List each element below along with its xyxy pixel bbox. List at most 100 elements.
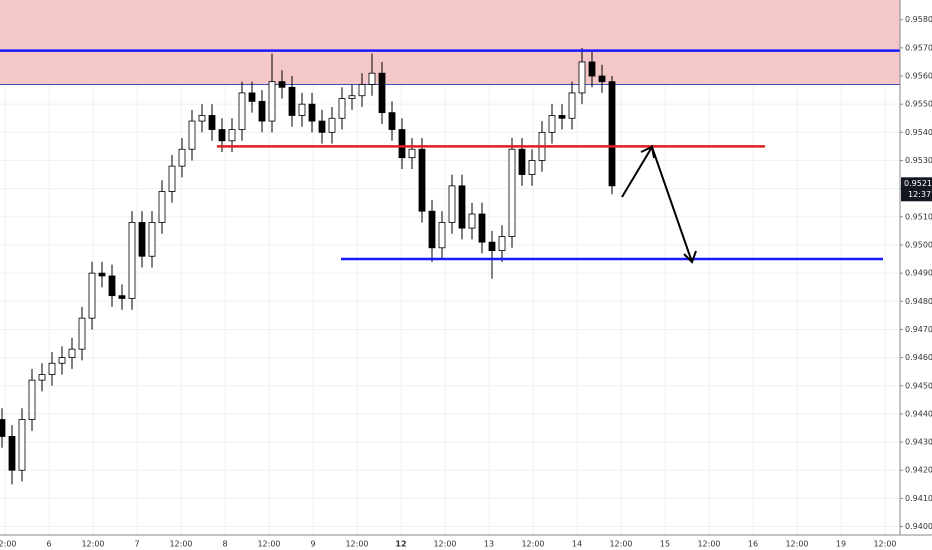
x-tick-label: 12:00 xyxy=(785,540,808,549)
x-tick-label: 15 xyxy=(660,540,670,549)
candle-body xyxy=(418,148,426,212)
candle-body xyxy=(578,61,586,94)
candle-body xyxy=(148,222,156,257)
price-tag-time: 12:37 xyxy=(908,190,931,199)
candle-body xyxy=(88,272,96,319)
candle-body xyxy=(458,185,466,229)
candle-body xyxy=(358,84,366,97)
candle-body xyxy=(278,81,286,88)
x-tick-label: 12:00 xyxy=(345,540,368,549)
x-tick-label: 12:00 xyxy=(433,540,456,549)
x-tick-label: 12:00 xyxy=(169,540,192,549)
candle-body xyxy=(208,115,216,130)
candle-body xyxy=(178,148,186,167)
candle-body xyxy=(468,213,476,229)
x-tick-label: 19 xyxy=(836,540,846,549)
x-tick-label: 13 xyxy=(484,540,494,549)
candle-body xyxy=(568,92,576,119)
candle-body xyxy=(38,374,46,381)
x-tick-label: 12:00 xyxy=(257,540,280,549)
x-tick-label: 12:00 xyxy=(609,540,632,549)
price-tag-label: 0.95219 xyxy=(904,179,932,188)
candle-body xyxy=(28,379,36,420)
x-tick-label: 12:00 xyxy=(697,540,720,549)
candle-body xyxy=(78,317,86,350)
candle-body xyxy=(268,81,276,122)
x-tick-label: 6 xyxy=(46,540,51,549)
x-tick-label: 14 xyxy=(572,540,582,549)
arrowhead xyxy=(683,250,697,264)
forecast-arrows xyxy=(621,144,697,264)
candle-body xyxy=(228,129,236,142)
candle-body xyxy=(508,148,516,237)
candle-body xyxy=(558,115,566,119)
candle-body xyxy=(388,112,396,130)
candle-body xyxy=(58,357,66,364)
candle-body xyxy=(128,222,136,299)
candle-body xyxy=(258,100,266,122)
candle-body xyxy=(448,185,456,223)
candle-body xyxy=(428,210,436,249)
x-tick-label: 9 xyxy=(310,540,315,549)
candle-body xyxy=(108,275,116,297)
candle-body xyxy=(198,115,206,122)
candle-body xyxy=(598,75,606,83)
candle-body xyxy=(528,160,536,175)
candle-body xyxy=(168,165,176,192)
candle-body xyxy=(378,72,386,114)
candle-body xyxy=(48,362,56,375)
resistance-zone xyxy=(0,0,900,85)
candle-body xyxy=(288,86,296,116)
price-tag xyxy=(901,177,932,202)
x-tick-label: 12:00 xyxy=(81,540,104,549)
candle-body xyxy=(338,98,346,119)
candle-body xyxy=(0,419,6,437)
candle-body xyxy=(368,72,376,85)
price-axis-bg xyxy=(900,0,932,550)
candle-body xyxy=(318,120,326,133)
candle-body xyxy=(398,129,406,159)
arrowhead xyxy=(640,145,655,159)
x-tick-label: 16 xyxy=(748,540,758,549)
candle-body xyxy=(328,117,336,133)
candle-body xyxy=(588,61,596,77)
x-tick-label: 7 xyxy=(134,540,139,549)
candle-body xyxy=(308,103,316,122)
candle-body xyxy=(408,148,416,159)
candle-body xyxy=(488,241,496,252)
candle-body xyxy=(8,436,16,471)
candle-body xyxy=(238,92,246,130)
x-tick-label: 12:00 xyxy=(0,540,17,549)
candle-body xyxy=(348,95,356,99)
candle-body xyxy=(18,419,26,471)
candle-body xyxy=(138,222,146,257)
candle-body xyxy=(218,129,226,142)
candle-body xyxy=(98,272,106,277)
candle-body xyxy=(548,115,556,133)
x-tick-label: 12 xyxy=(395,540,406,549)
candle-body xyxy=(118,295,126,299)
candle-body xyxy=(248,92,256,102)
candle-body xyxy=(188,120,196,150)
candle-body xyxy=(478,213,486,243)
candle-body xyxy=(498,236,506,252)
